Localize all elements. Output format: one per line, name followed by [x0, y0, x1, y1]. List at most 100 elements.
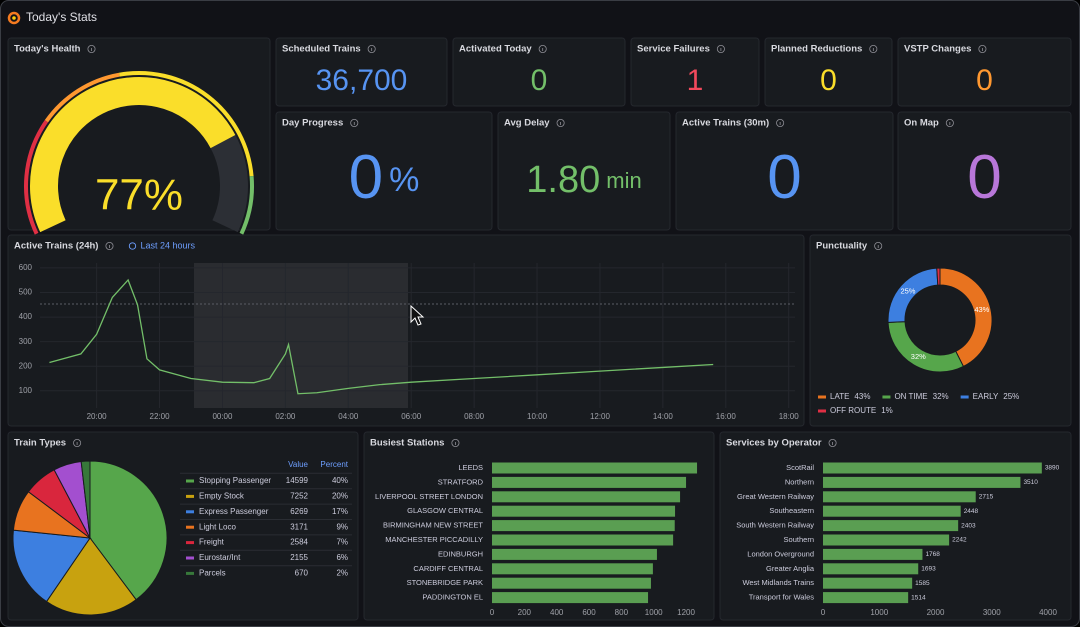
bar	[823, 520, 959, 532]
y-tick-label: 100	[19, 386, 33, 395]
legend-item: ON TIME 32%	[882, 392, 949, 401]
bar-label: London Overground	[747, 549, 814, 558]
info-icon	[538, 45, 547, 54]
row-value: 3171	[290, 522, 308, 531]
x-tick-label: 200	[518, 608, 532, 617]
bar-label: Northern	[785, 477, 814, 486]
x-tick-label: 16:00	[716, 412, 737, 421]
slice-label: 32%	[911, 352, 926, 361]
row-percent: 40%	[332, 476, 348, 485]
panel	[675, 111, 894, 231]
panel	[7, 37, 271, 231]
pie-slice	[80, 460, 91, 539]
bar-label: Transport for Wales	[749, 593, 815, 602]
bar-value: 3510	[1023, 479, 1038, 486]
bar-value: 2715	[979, 494, 994, 501]
bar	[492, 491, 681, 503]
stat-number: 1.80	[526, 159, 600, 201]
panel	[7, 234, 805, 427]
stat-value: 0	[531, 64, 548, 97]
y-tick-label: 600	[19, 263, 33, 272]
bar	[492, 505, 676, 517]
y-tick-label: 300	[19, 337, 33, 346]
bar	[492, 592, 649, 604]
panel-title: Train Types	[14, 438, 66, 449]
row-percent: 7%	[336, 538, 348, 547]
panel	[809, 234, 1072, 427]
info-icon	[945, 119, 954, 128]
legend-value: 1%	[881, 406, 893, 415]
time-region	[194, 263, 408, 408]
bar-label: Southeastern	[769, 506, 814, 515]
row-value: 2155	[290, 553, 308, 562]
panel-title: Services by Operator	[726, 438, 822, 449]
bar-label: STRATFORD	[438, 477, 484, 486]
x-tick-label: 04:00	[338, 412, 359, 421]
row-value: 14599	[286, 476, 309, 485]
legend-item: OFF ROUTE 1%	[818, 406, 893, 415]
bar	[492, 534, 674, 546]
row-label: Eurostar/Int	[199, 553, 241, 562]
stat-number: 0	[531, 64, 548, 97]
x-tick-label: 0	[490, 608, 495, 617]
panel-title: Active Trains (24h)	[14, 241, 98, 252]
bar	[492, 476, 687, 488]
x-tick-label: 1000	[870, 608, 888, 617]
row-value: 670	[295, 569, 309, 578]
logo-core	[12, 16, 16, 20]
legend-value: 25%	[1003, 392, 1019, 401]
stat-value: 0	[967, 143, 1001, 212]
table-header: Percent	[320, 460, 348, 469]
stat-value: 0	[976, 64, 993, 97]
bar-value: 1693	[921, 566, 936, 573]
x-tick-label: 02:00	[275, 412, 296, 421]
logo	[7, 11, 21, 25]
panel-title: Service Failures	[637, 44, 710, 55]
stat-unit: min	[606, 168, 641, 193]
info-icon	[367, 45, 376, 54]
bar	[823, 563, 919, 575]
panel-title: Planned Reductions	[771, 44, 862, 55]
time-range-link[interactable]: Last 24 hours	[140, 240, 195, 250]
bar-value: 1585	[915, 580, 930, 587]
threshold-ring	[44, 72, 120, 123]
stat-value: 0	[767, 143, 801, 212]
gauge-arc	[30, 77, 236, 233]
stat-number: 1	[687, 64, 704, 97]
panel	[275, 37, 448, 107]
legend-label: EARLY	[973, 392, 999, 401]
row-label: Light Loco	[199, 522, 236, 531]
panel-title: Activated Today	[459, 44, 532, 55]
stat-number: 0	[967, 143, 1001, 212]
dashboard-title: Today's Stats	[26, 10, 97, 24]
x-tick-label: 20:00	[87, 412, 108, 421]
info-icon	[451, 438, 460, 447]
bar-label: CARDIFF CENTRAL	[413, 564, 483, 573]
row-label: Stopping Passenger	[199, 476, 271, 485]
stat-value: 1	[687, 64, 704, 97]
threshold-ring	[119, 71, 254, 177]
bar-label: BIRMINGHAM NEW STREET	[383, 521, 483, 530]
panel-title: On Map	[904, 118, 939, 129]
row-label: Freight	[199, 538, 225, 547]
x-tick-label: 0	[821, 608, 826, 617]
info-icon	[874, 241, 883, 250]
bar	[492, 577, 651, 589]
legend-item: EARLY 25%	[960, 392, 1019, 401]
bar-label: West Midlands Trains	[742, 578, 814, 587]
bar-label: GLASGOW CENTRAL	[407, 506, 483, 515]
x-tick-label: 12:00	[590, 412, 611, 421]
panel	[764, 37, 893, 107]
row-label: Parcels	[199, 569, 226, 578]
x-tick-label: 400	[550, 608, 564, 617]
bar	[823, 491, 976, 503]
x-tick-label: 14:00	[653, 412, 674, 421]
row-value: 6269	[290, 507, 308, 516]
clock-icon	[128, 242, 137, 250]
row-percent: 17%	[332, 507, 348, 516]
panel	[630, 37, 760, 107]
row-value: 7252	[290, 492, 308, 501]
info-icon	[828, 438, 837, 447]
